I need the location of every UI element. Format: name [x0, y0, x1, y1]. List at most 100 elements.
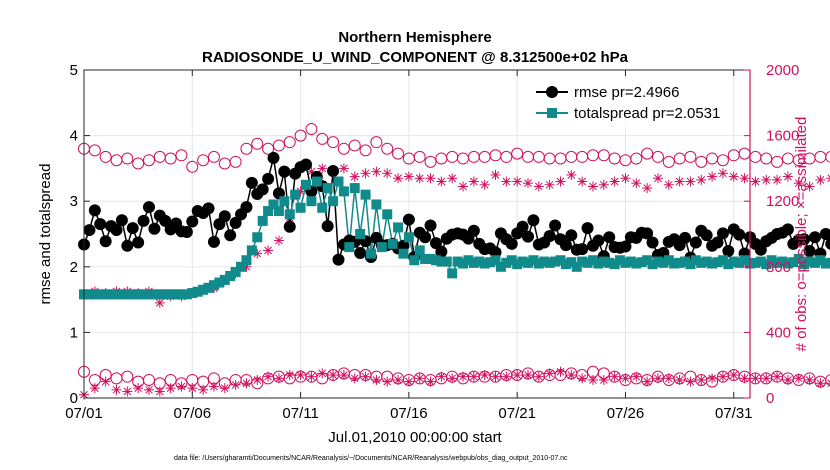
- obs-assimilated-point: [143, 384, 154, 395]
- spread-point: [772, 257, 783, 268]
- obs-star-stroke: [751, 177, 760, 186]
- spread-point: [479, 258, 490, 269]
- spread-point: [127, 289, 138, 300]
- spread-point: [95, 289, 106, 300]
- rmse-point: [803, 245, 816, 258]
- obs-assimilated-point: [772, 371, 783, 382]
- spread-point: [631, 258, 642, 269]
- obs-assimilated-point: [414, 373, 425, 384]
- obs-possible-point: [825, 151, 830, 163]
- obs-star-stroke: [708, 172, 716, 181]
- spread-point: [582, 257, 593, 268]
- obs-star-stroke: [372, 376, 381, 384]
- obs-possible-point: [413, 150, 426, 163]
- obs-assimilated-point: [533, 371, 544, 382]
- x-tick-label: 07/16: [390, 405, 428, 422]
- obs-assimilated-point: [717, 168, 728, 179]
- obs-star-stroke: [101, 377, 110, 386]
- spread-point: [734, 257, 745, 268]
- spread-point: [485, 257, 496, 268]
- spread-point: [761, 259, 772, 270]
- obs-assimilated-point: [360, 168, 371, 179]
- rmse-point: [825, 237, 830, 250]
- spread-point: [474, 256, 485, 267]
- obs-star-stroke: [805, 376, 814, 384]
- obs-star-stroke: [264, 372, 272, 381]
- obs-star-stroke: [459, 372, 467, 381]
- spread-point: [393, 222, 404, 233]
- obs-star-stroke: [383, 169, 392, 178]
- obs-assimilated-point: [598, 179, 609, 190]
- obs-possible-point: [651, 150, 664, 163]
- rmse-point: [754, 243, 767, 256]
- obs-star-stroke: [405, 377, 413, 386]
- obs-possible-point: [164, 152, 177, 165]
- obs-star-stroke: [459, 182, 467, 191]
- obs-assimilated-point: [555, 366, 566, 377]
- spread-point: [642, 255, 653, 266]
- rmse-point: [148, 222, 161, 235]
- obs-star-stroke: [654, 174, 662, 183]
- obs-star-stroke: [675, 177, 684, 186]
- obs-assimilated-point: [479, 370, 490, 381]
- obs-assimilated-point: [793, 373, 804, 384]
- obs-star-stroke: [708, 374, 716, 383]
- spread-point: [263, 206, 274, 217]
- rmse-point: [424, 219, 437, 232]
- obs-assimilated-point: [696, 174, 707, 185]
- obs-possible-point: [370, 136, 383, 149]
- x-tick-label: 07/01: [65, 405, 103, 422]
- obs-star-stroke: [686, 377, 695, 386]
- obs-assimilated-point: [512, 370, 523, 381]
- spread-point: [230, 267, 241, 278]
- rmse-point: [522, 230, 534, 243]
- obs-star-stroke: [340, 371, 348, 379]
- obs-possible-point: [88, 144, 101, 157]
- plot-data: [78, 123, 830, 400]
- spread-point: [544, 257, 555, 268]
- legend-rmse-label: rmse pr=2.4966: [574, 84, 679, 101]
- obs-star-stroke: [794, 179, 803, 188]
- obs-star-stroke: [210, 382, 218, 391]
- obs-assimilated-point: [447, 173, 458, 184]
- obs-possible-point: [738, 147, 751, 160]
- spread-point: [636, 257, 647, 268]
- obs-possible-point: [771, 155, 784, 168]
- spread-point: [712, 257, 723, 268]
- obs-possible-point: [565, 150, 578, 163]
- obs-possible-point: [153, 150, 166, 163]
- obs-assimilated-point: [793, 178, 804, 189]
- spread-point: [815, 255, 826, 266]
- obs-assimilated-point: [122, 386, 133, 397]
- spread-point: [571, 261, 582, 272]
- obs-possible-point: [630, 152, 643, 165]
- obs-possible-point: [240, 142, 253, 155]
- rmse-point: [321, 220, 334, 233]
- spread-point: [739, 255, 750, 266]
- obs-assimilated-point: [501, 176, 512, 187]
- obs-assimilated-point: [458, 371, 469, 382]
- rmse-point: [722, 245, 735, 258]
- y-tick-label-right: 400: [766, 324, 791, 341]
- spread-point: [696, 257, 707, 268]
- obs-assimilated-point: [403, 376, 414, 387]
- axes: 07/01 07/06 07/11 07/16 07/21 07/26 07/31 0 1 2 3 4…: [65, 62, 799, 422]
- spread-point: [523, 257, 533, 268]
- spread-point: [820, 258, 830, 269]
- obs-possible-point: [186, 160, 199, 173]
- chart-subtitle: RADIOSONDE_U_WIND_COMPONENT @ 8.312500e+…: [202, 49, 629, 66]
- obs-assimilated-point: [631, 371, 642, 382]
- obs-possible-point: [110, 154, 123, 167]
- obs-assimilated-point: [674, 374, 685, 385]
- obs-assimilated-point: [317, 163, 328, 174]
- rmse-point: [402, 213, 415, 226]
- rmse-point: [121, 239, 134, 252]
- y-tick-label-right: 2000: [766, 62, 799, 79]
- obs-star-stroke: [90, 384, 99, 393]
- obs-assimilated-point: [371, 166, 382, 177]
- obs-star-stroke: [816, 176, 825, 184]
- y-tick-label-right: 1200: [766, 193, 799, 210]
- spread-point: [138, 289, 149, 300]
- spread-point: [550, 256, 561, 267]
- obs-assimilated-point: [566, 169, 577, 180]
